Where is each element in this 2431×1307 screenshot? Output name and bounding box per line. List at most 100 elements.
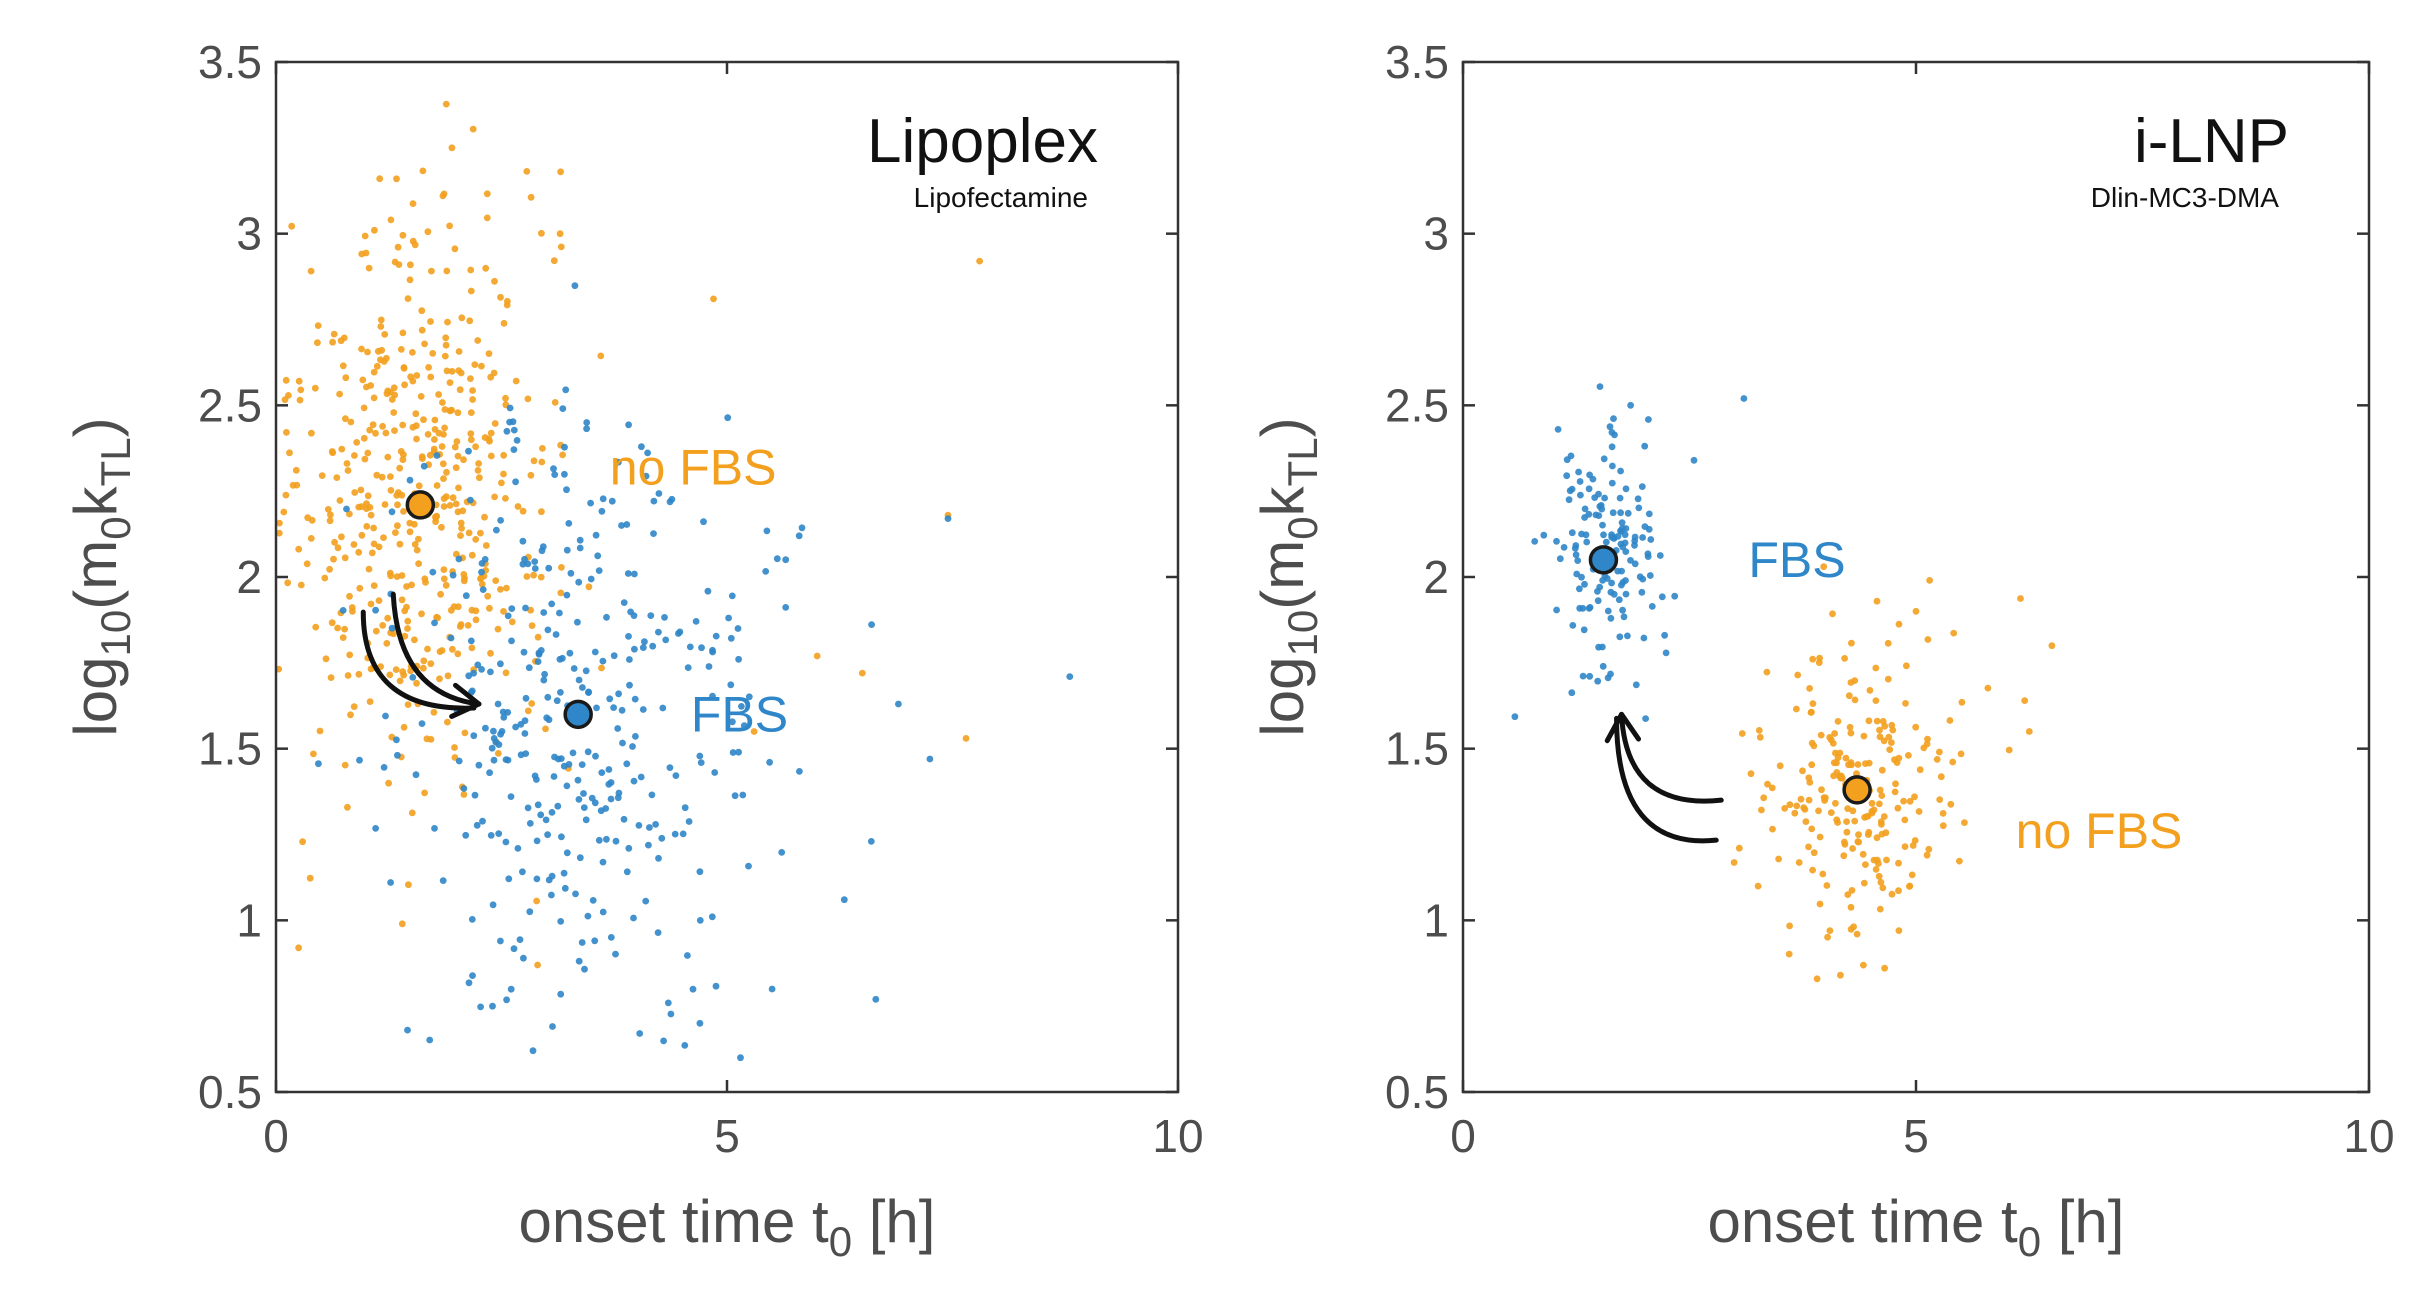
data-point (377, 356, 384, 364)
y-tick-label: 2.5 (198, 379, 262, 431)
data-point (1608, 443, 1616, 451)
data-point (561, 443, 568, 451)
data-point (574, 776, 582, 784)
data-point (627, 608, 634, 616)
data-point (1639, 575, 1647, 583)
data-point (641, 638, 648, 646)
data-point (1848, 887, 1856, 894)
data-point (431, 416, 439, 424)
data-point (1603, 575, 1611, 582)
data-point (461, 729, 469, 737)
data-point (426, 451, 434, 459)
data-point (467, 496, 474, 504)
data-point (524, 707, 532, 715)
data-point (519, 537, 527, 545)
data-point (1797, 795, 1805, 803)
data-point (1645, 416, 1652, 423)
data-point (681, 804, 689, 812)
data-point (307, 267, 315, 275)
data-point (1581, 514, 1588, 521)
data-point (443, 367, 451, 375)
data-point (561, 470, 568, 478)
data-point (409, 423, 417, 431)
data-point (1810, 742, 1818, 750)
data-point (377, 316, 385, 324)
data-point (409, 674, 417, 681)
data-point (597, 807, 605, 815)
data-point (286, 449, 293, 457)
data-point (1815, 807, 1822, 815)
data-point (563, 591, 571, 599)
data-point (538, 508, 545, 516)
data-point (1902, 700, 1909, 707)
data-point (1568, 485, 1576, 493)
data-point (503, 584, 510, 592)
y-tick-label: 0.5 (1385, 1066, 1449, 1118)
data-point (350, 703, 358, 710)
data-point (1862, 760, 1869, 767)
data-point (500, 470, 507, 478)
data-point (592, 531, 600, 539)
data-point (499, 708, 507, 716)
data-point (370, 582, 378, 589)
panel-subtitle: Dlin-MC3-DMA (2091, 182, 2280, 213)
data-point (357, 486, 365, 494)
data-point (782, 604, 790, 611)
data-point (1895, 887, 1902, 895)
data-point (481, 434, 489, 441)
data-point (625, 421, 632, 429)
x-tick-label: 0 (263, 1110, 289, 1162)
data-point (503, 996, 510, 1004)
data-point (530, 571, 537, 579)
data-point (367, 600, 375, 608)
data-point (468, 606, 476, 614)
data-point (648, 791, 656, 799)
data-point (636, 1030, 644, 1037)
data-point (514, 503, 522, 510)
shift-arrow (390, 591, 482, 707)
data-point (1958, 698, 1966, 706)
y-tick-label: 1 (236, 894, 262, 946)
data-point (344, 467, 352, 474)
data-point (443, 267, 451, 275)
data-point (418, 720, 426, 727)
data-point (460, 791, 468, 798)
data-point (449, 571, 457, 579)
data-point (660, 1037, 667, 1045)
data-point (400, 451, 407, 459)
data-point (1882, 829, 1890, 837)
data-point (576, 536, 584, 544)
data-point (455, 484, 462, 492)
data-point (497, 660, 504, 668)
data-point (650, 530, 657, 537)
data-point (1758, 806, 1765, 814)
data-point (381, 331, 389, 338)
data-point (1581, 580, 1588, 588)
data-point (420, 416, 427, 424)
data-point (412, 410, 420, 418)
data-point (383, 640, 391, 647)
data-point (1617, 467, 1624, 475)
data-point (327, 674, 335, 681)
data-point (635, 822, 643, 829)
data-point (1831, 730, 1838, 737)
data-point (1581, 505, 1589, 513)
data-point (574, 618, 581, 626)
data-point (395, 261, 403, 268)
data-point (418, 307, 426, 315)
data-point (334, 544, 342, 552)
data-point (370, 394, 378, 402)
data-point (1936, 796, 1944, 803)
data-point (1618, 519, 1626, 527)
data-point (392, 529, 399, 536)
data-point (588, 794, 596, 802)
data-point (548, 891, 555, 899)
data-point (1595, 490, 1602, 498)
data-point (580, 804, 588, 811)
data-point (1607, 670, 1614, 678)
data-point (1876, 726, 1883, 734)
data-point (541, 670, 548, 678)
data-point (387, 473, 394, 480)
data-point (697, 759, 705, 766)
data-point (1888, 890, 1896, 898)
